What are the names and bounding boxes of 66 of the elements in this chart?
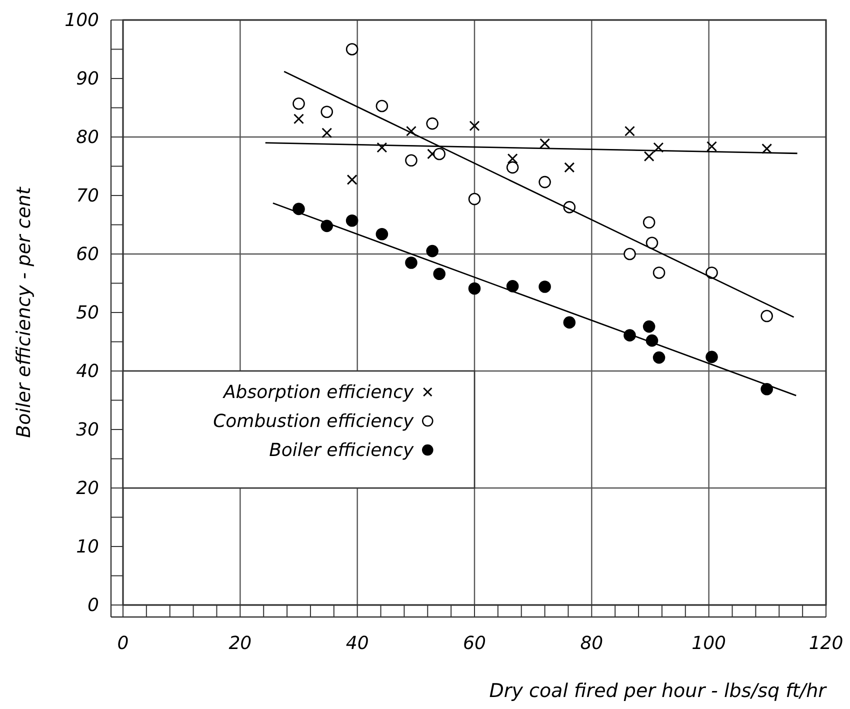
point <box>320 106 334 118</box>
point <box>433 268 446 280</box>
y-tick-label: 70 <box>76 186 99 206</box>
x-tick-label: 80 <box>580 633 604 654</box>
point <box>346 174 358 185</box>
point <box>538 176 551 188</box>
point <box>624 126 635 136</box>
point <box>376 100 388 112</box>
point <box>433 148 446 160</box>
y-tick-label: 60 <box>76 244 99 265</box>
point <box>540 138 550 149</box>
point <box>652 351 666 364</box>
point <box>426 244 438 258</box>
point <box>507 153 518 164</box>
point <box>760 382 773 396</box>
point <box>468 192 481 206</box>
point <box>376 228 388 240</box>
y-tick-label: 80 <box>76 127 99 148</box>
x-tick-label: 40 <box>346 633 369 654</box>
y-tick-label: 90 <box>76 68 99 90</box>
point <box>346 214 358 227</box>
point <box>646 236 658 250</box>
point <box>292 98 305 110</box>
point <box>762 143 772 154</box>
x-tick-label: 120 <box>808 633 844 654</box>
x-tick-label: 0 <box>117 633 129 654</box>
point <box>469 120 480 132</box>
y-tick-label: 20 <box>76 478 99 499</box>
legend-label: Boiler efficiency <box>269 440 414 461</box>
point <box>405 256 418 269</box>
point <box>294 114 304 124</box>
y-tick-label: 10 <box>76 536 99 558</box>
y-tick-label: 0 <box>88 595 99 616</box>
point <box>468 282 481 295</box>
point <box>506 161 519 174</box>
point <box>506 280 519 292</box>
point <box>624 248 636 260</box>
point <box>652 266 666 279</box>
x-tick-label: 60 <box>463 633 486 654</box>
point <box>642 216 656 229</box>
y-tick-label: 100 <box>64 10 99 31</box>
legend-label: Absorption efficiency <box>222 382 414 403</box>
x-tick-label: 20 <box>228 633 252 654</box>
y-tick-label: 30 <box>76 420 99 440</box>
point <box>564 162 575 173</box>
legend-label: Combustion efficiency <box>213 411 414 432</box>
y-axis-title: Boiler efficiency - per cent <box>13 186 35 438</box>
point <box>538 280 551 293</box>
point <box>642 320 656 333</box>
point <box>644 151 654 162</box>
x-axis-title: Dry coal fired per hour - lbs/sq ft/hr <box>489 680 828 702</box>
point <box>346 43 358 56</box>
x-tick-label: 100 <box>692 633 726 654</box>
point <box>563 316 576 329</box>
y-tick-label: 40 <box>76 361 99 382</box>
point <box>760 310 773 322</box>
point <box>706 266 718 279</box>
point <box>426 117 438 130</box>
point <box>653 142 664 153</box>
point <box>405 154 418 167</box>
point <box>706 141 718 152</box>
point <box>376 142 388 153</box>
point <box>406 126 416 136</box>
y-tick-label: 50 <box>76 302 99 324</box>
point <box>706 350 718 364</box>
point <box>322 128 332 138</box>
